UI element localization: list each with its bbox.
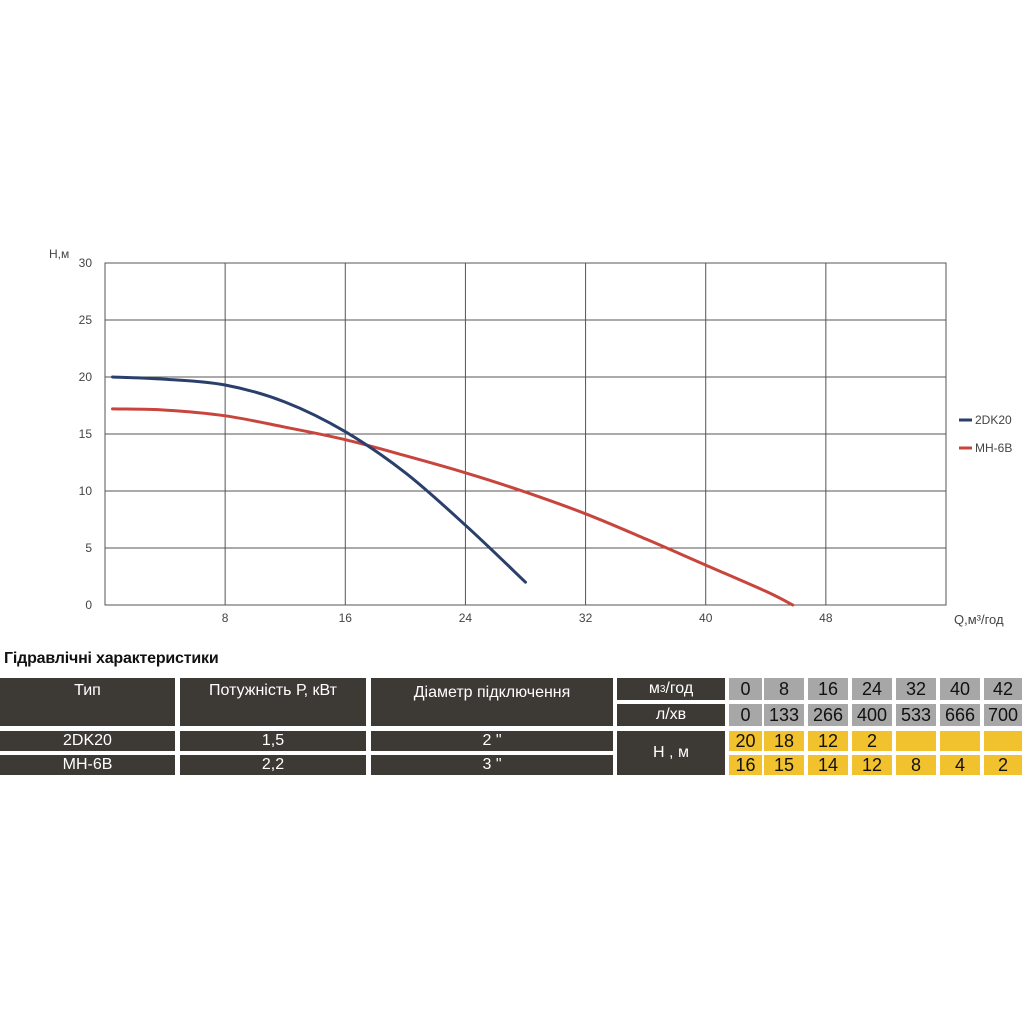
pump-curve-chart: 0 5 10 15 20 25 30 8 16 24 32 40 48 H,м Q,м³/год 2DK…: [49, 247, 1012, 627]
x-tick-label-40: 40: [699, 611, 713, 625]
legend-label-2dk20: 2DK20: [975, 413, 1012, 427]
y-tick-label-5: 5: [85, 541, 92, 555]
cell-head-2dk20-1: 18: [764, 731, 804, 751]
series-line-mh-6b: [111, 407, 795, 607]
series-line-2dk20: [111, 375, 527, 584]
cell-head-2dk20-0: 20: [729, 731, 762, 751]
cell-head-mh6b-2: 14: [808, 755, 848, 775]
chart-tick-labels: 0 5 10 15 20 25 30 8 16 24 32 40 48: [79, 256, 833, 625]
x-axis-label: Q,м³/год: [954, 612, 1004, 627]
cell-flow-lmin-0: 0: [729, 704, 762, 726]
table-title: Гідравлічні характеристики: [4, 650, 219, 667]
row-mh6b-type: MH-6B: [0, 755, 175, 775]
x-tick-label-32: 32: [579, 611, 593, 625]
cell-flow-m3-5: 40: [940, 678, 980, 700]
cell-flow-m3-4: 32: [896, 678, 936, 700]
cell-flow-lmin-1: 133: [764, 704, 804, 726]
chart-grid: [104, 262, 947, 606]
cell-head-2dk20-2: 12: [808, 731, 848, 751]
cell-head-mh6b-0: 16: [729, 755, 762, 775]
unit-head: Н , м: [617, 731, 725, 775]
y-tick-label-20: 20: [79, 370, 93, 384]
x-tick-label-8: 8: [222, 611, 229, 625]
cell-flow-m3-0: 0: [729, 678, 762, 700]
header-power: Потужність Р, кВт: [180, 678, 366, 726]
row-2dk20-type: 2DK20: [0, 731, 175, 751]
cell-flow-lmin-2: 266: [808, 704, 848, 726]
cell-head-mh6b-1: 15: [764, 755, 804, 775]
y-tick-label-25: 25: [79, 313, 93, 327]
cell-flow-lmin-5: 666: [940, 704, 980, 726]
y-tick-label-10: 10: [79, 484, 93, 498]
unit-m3-sup: 3: [659, 683, 666, 695]
row-mh6b-power: 2,2: [180, 755, 366, 775]
cell-head-2dk20-4: [896, 731, 936, 751]
cell-flow-lmin-6: 700: [984, 704, 1022, 726]
chart-series: [111, 375, 795, 607]
cell-flow-m3-6: 42: [984, 678, 1022, 700]
cell-head-mh6b-6: 2: [984, 755, 1022, 775]
cell-head-mh6b-3: 12: [852, 755, 892, 775]
cell-flow-lmin-4: 533: [896, 704, 936, 726]
y-axis-label: H,м: [49, 247, 69, 261]
cell-head-2dk20-5: [940, 731, 980, 751]
row-2dk20-diameter: 2 ": [371, 731, 613, 751]
cell-head-mh6b-5: 4: [940, 755, 980, 775]
cell-head-mh6b-4: 8: [896, 755, 936, 775]
y-tick-label-15: 15: [79, 427, 93, 441]
y-tick-label-30: 30: [79, 256, 93, 270]
unit-m3-per-hour: м 3/год: [617, 678, 725, 700]
unit-m3-rest: /год: [665, 680, 694, 697]
unit-m3-base: м: [648, 680, 660, 697]
cell-flow-m3-3: 24: [852, 678, 892, 700]
cell-flow-m3-1: 8: [764, 678, 804, 700]
legend-label-mh-6b: MH-6B: [975, 441, 1012, 455]
x-tick-label-24: 24: [459, 611, 473, 625]
row-mh6b-diameter: 3 ": [371, 755, 613, 775]
cell-head-2dk20-3: 2: [852, 731, 892, 751]
unit-l-per-min: л/хв: [617, 704, 725, 726]
cell-flow-lmin-3: 400: [852, 704, 892, 726]
x-tick-label-16: 16: [339, 611, 353, 625]
chart-legend: 2DK20 MH-6B: [959, 413, 1012, 455]
header-type: Тип: [0, 678, 175, 726]
cell-head-2dk20-6: [984, 731, 1022, 751]
header-diameter: Діаметр підключення: [371, 678, 613, 726]
x-tick-label-48: 48: [819, 611, 833, 625]
y-tick-label-0: 0: [85, 598, 92, 612]
cell-flow-m3-2: 16: [808, 678, 848, 700]
row-2dk20-power: 1,5: [180, 731, 366, 751]
